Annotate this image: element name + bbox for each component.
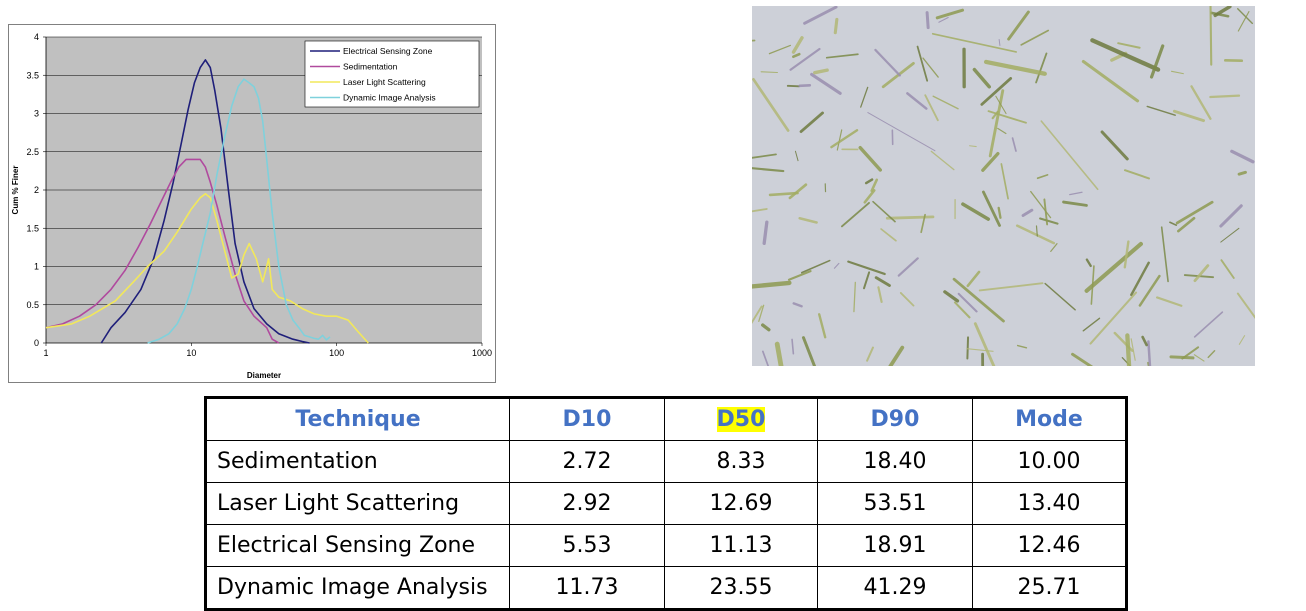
y-axis-title: Cum % Finer [11,166,20,215]
cell-technique: Laser Light Scattering [205,482,510,525]
legend-box [304,40,480,108]
cell-technique: Dynamic Image Analysis [205,566,510,610]
y-tick-label: 1.5 [26,223,39,233]
particle-size-chart: 0 0.5 1 1.5 2 2.5 3 3.5 4 1 10 100 1000 Diameter Cum %… [8,24,496,383]
cell-d90: 18.40 [817,440,973,483]
header-d90: D90 [817,397,973,441]
x-tick-label: 10 [186,348,196,358]
legend-label: Dynamic Image Analysis [343,93,436,103]
y-tick-label: 0.5 [26,300,39,310]
particle-size-table: Technique D10 D50 D90 Mode Sedimentation… [204,396,1128,611]
y-tick-label: 2 [34,185,39,195]
legend-label: Electrical Sensing Zone [343,46,433,56]
series-line [147,78,331,344]
cell-d50: 12.69 [664,482,818,525]
x-tick-label: 1 [43,348,48,358]
table-header-row: Technique D10 D50 D90 Mode [205,397,1127,441]
y-tick-label: 1 [34,262,39,272]
y-tick-label: 3 [34,109,39,119]
cell-d50: 23.55 [664,566,818,610]
d50-highlight: D50 [716,407,766,432]
header-mode: Mode [972,397,1127,441]
chart-svg: 0 0.5 1 1.5 2 2.5 3 3.5 4 1 10 100 1000 Diameter Cum %… [11,32,492,380]
header-d10: D10 [509,397,665,441]
cell-d50: 11.13 [664,524,818,567]
cell-d10: 5.53 [509,524,665,567]
cell-d10: 2.92 [509,482,665,525]
legend-label: Laser Light Scattering [343,77,426,87]
cell-technique: Electrical Sensing Zone [205,524,510,567]
table-row: Sedimentation 2.72 8.33 18.40 10.00 [205,440,1127,483]
legend-label: Sedimentation [343,62,398,72]
microscope-image [721,4,1262,439]
y-tick-label: 2.5 [26,147,39,157]
cell-d90: 18.91 [817,524,973,567]
table-row: Laser Light Scattering 2.92 12.69 53.51 … [205,482,1127,525]
series-line [45,158,280,344]
x-tick-label: 100 [329,348,344,358]
series-line [45,193,369,344]
header-technique: Technique [205,397,510,441]
cell-mode: 13.40 [972,482,1127,525]
microscope-crystals [721,4,1262,439]
x-axis-title: Diameter [247,371,281,380]
y-tick-label: 0 [34,338,39,348]
table-row: Dynamic Image Analysis 11.73 23.55 41.29… [205,566,1127,610]
x-tick-label: 1000 [472,348,492,358]
cell-d50: 8.33 [664,440,818,483]
header-d50: D50 [664,397,818,441]
y-tick-label: 3.5 [26,70,39,80]
cell-mode: 12.46 [972,524,1127,567]
cell-d90: 41.29 [817,566,973,610]
cell-mode: 25.71 [972,566,1127,610]
cell-mode: 10.00 [972,440,1127,483]
cell-d10: 2.72 [509,440,665,483]
cell-d10: 11.73 [509,566,665,610]
cell-d90: 53.51 [817,482,973,525]
table-row: Electrical Sensing Zone 5.53 11.13 18.91… [205,524,1127,567]
cell-technique: Sedimentation [205,440,510,483]
y-tick-label: 4 [34,32,39,42]
